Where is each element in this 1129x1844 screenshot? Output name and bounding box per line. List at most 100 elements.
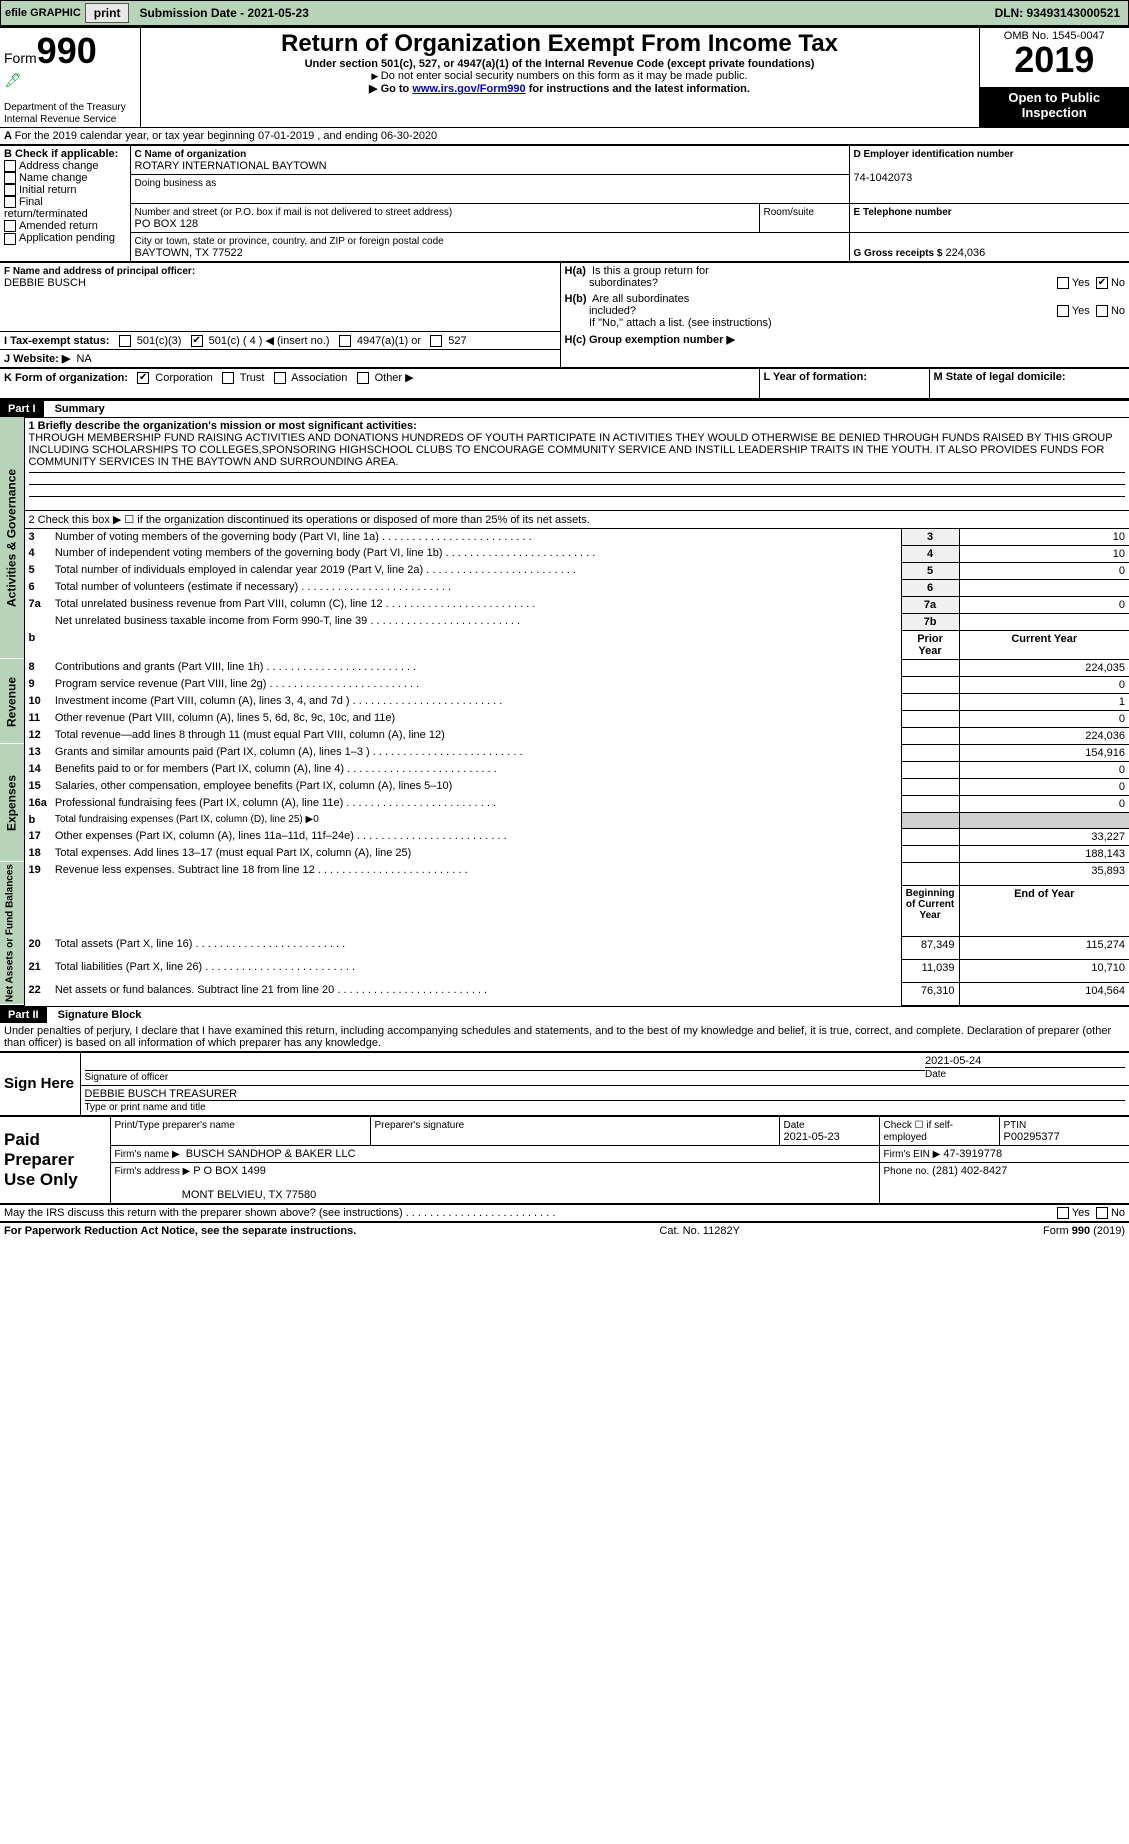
website-value: NA [76, 353, 91, 365]
ein-value: 74-1042073 [854, 172, 913, 184]
chk-4947[interactable] [339, 335, 351, 347]
col-end: End of Year [959, 885, 1129, 936]
chk-other[interactable] [357, 372, 369, 384]
efile-label: efile GRAPHIC [5, 7, 81, 19]
hb-note: If "No," attach a list. (see instruction… [589, 317, 772, 329]
part-ii-title: Signature Block [50, 1009, 142, 1021]
chk-pending[interactable]: Application pending [4, 232, 115, 244]
chk-initial[interactable]: Initial return [4, 184, 76, 196]
entity-block: B Check if applicable: Address change Na… [0, 145, 1129, 262]
col-current: Current Year [959, 630, 1129, 659]
mission-label: 1 Briefly describe the organization's mi… [29, 420, 417, 432]
chk-name[interactable]: Name change [4, 172, 88, 184]
form-label: Form990 [4, 50, 97, 66]
subtitle: Under section 501(c), 527, or 4947(a)(1)… [145, 58, 975, 70]
chk-501c[interactable] [191, 335, 203, 347]
part-i-title: Summary [47, 403, 105, 415]
firm-addr: P O BOX 1499 [193, 1165, 266, 1177]
footer-right: Form 990 (2019) [1043, 1225, 1125, 1237]
col-prior: Prior Year [901, 630, 959, 659]
hb-no[interactable] [1096, 305, 1108, 317]
vlabel-revenue: Revenue [0, 659, 24, 744]
ein-label: D Employer identification number [854, 149, 1014, 160]
vlabel-netassets: Net Assets or Fund Balances [0, 862, 24, 1005]
org-name: ROTARY INTERNATIONAL BAYTOWN [135, 160, 327, 172]
room-label: Room/suite [764, 207, 815, 218]
city-value: BAYTOWN, TX 77522 [135, 247, 243, 259]
part-i: Part I Summary Activities & Governance 1… [0, 399, 1129, 1006]
year-formation-label: L Year of formation: [764, 371, 868, 383]
dept-label: Department of the Treasury Internal Reve… [4, 102, 126, 125]
hc-label: H(c) Group exemption number ▶ [565, 334, 735, 346]
self-employed-check[interactable]: Check ☐ if self-employed [884, 1120, 954, 1143]
submission-date: Submission Date - 2021-05-23 [133, 6, 314, 20]
firm-name: BUSCH SANDHOP & BAKER LLC [186, 1148, 356, 1160]
page-footer: For Paperwork Reduction Act Notice, see … [0, 1221, 1129, 1239]
open-public-badge: Open to Public Inspection [979, 88, 1129, 128]
irs-link[interactable]: www.irs.gov/Form990 [412, 83, 525, 95]
klm-block: K Form of organization: Corporation Trus… [0, 368, 1129, 399]
dba-label: Doing business as [135, 178, 217, 189]
discuss-yes[interactable] [1057, 1207, 1069, 1219]
firm-phone: (281) 402-8427 [932, 1165, 1007, 1177]
form-org-label: K Form of organization: [4, 372, 128, 384]
dln-label: DLN: 93493143000521 [995, 6, 1124, 20]
chk-assoc[interactable] [274, 372, 286, 384]
preparer-date: 2021-05-23 [784, 1131, 840, 1143]
part-i-header: Part I [0, 401, 44, 417]
ha-no[interactable] [1096, 277, 1108, 289]
part-ii-header: Part II [0, 1007, 47, 1023]
chk-527[interactable] [430, 335, 442, 347]
discuss-no[interactable] [1096, 1207, 1108, 1219]
officer-name: DEBBIE BUSCH [4, 277, 86, 289]
hb-yes[interactable] [1057, 305, 1069, 317]
row-label: Number of voting members of the governin… [51, 528, 901, 545]
org-name-label: C Name of organization [135, 149, 247, 160]
line2-discontinued: 2 Check this box ▶ ☐ if the organization… [24, 510, 1129, 528]
addr-label: Number and street (or P.O. box if mail i… [135, 207, 453, 218]
paid-preparer-label: Paid Preparer Use Only [0, 1116, 110, 1203]
addr-value: PO BOX 128 [135, 218, 199, 230]
discuss-row: May the IRS discuss this return with the… [0, 1204, 1129, 1221]
gross-label: G Gross receipts $ [854, 248, 943, 259]
chk-amended[interactable]: Amended return [4, 220, 98, 232]
vlabel-activities: Activities & Governance [0, 417, 24, 659]
form-header: Form990 🖋 Department of the Treasury Int… [0, 26, 1129, 128]
vlabel-expenses: Expenses [0, 744, 24, 862]
row-val: 10 [959, 528, 1129, 545]
mission-text: THROUGH MEMBERSHIP FUND RAISING ACTIVITI… [29, 432, 1113, 468]
section-a: A For the 2019 calendar year, or tax yea… [0, 128, 1129, 145]
chk-address[interactable]: Address change [4, 160, 99, 172]
section-b-label: B Check if applicable: [4, 148, 118, 160]
firm-city: MONT BELVIEU, TX 77580 [182, 1189, 317, 1201]
ha-yes[interactable] [1057, 277, 1069, 289]
page-title: Return of Organization Exempt From Incom… [145, 30, 975, 58]
signature-block: Sign Here Signature of officer 2021-05-2… [0, 1052, 1129, 1116]
tax-year: 2019 [984, 42, 1126, 78]
website-label: J Website: ▶ [4, 353, 70, 365]
feather-icon: 🖋 [4, 72, 22, 89]
note-goto: ▶ Go to www.irs.gov/Form990 for instruct… [145, 82, 975, 95]
sign-here-label: Sign Here [0, 1052, 80, 1115]
col-begin: Beginning of Current Year [901, 885, 959, 936]
chk-final[interactable]: Final return/terminated [4, 196, 88, 220]
row-num: 3 [24, 528, 51, 545]
tax-status-label: I Tax-exempt status: [4, 335, 110, 347]
officer-block: F Name and address of principal officer:… [0, 262, 1129, 368]
chk-corp[interactable] [137, 372, 149, 384]
officer-label: F Name and address of principal officer: [4, 266, 195, 277]
sig-officer-label: Signature of officer [85, 1072, 169, 1083]
domicile-label: M State of legal domicile: [934, 371, 1066, 383]
declaration-text: Under penalties of perjury, I declare th… [0, 1023, 1129, 1052]
sig-date: 2021-05-24 [925, 1055, 1125, 1068]
preparer-block: Paid Preparer Use Only Print/Type prepar… [0, 1116, 1129, 1204]
officer-printed-name: DEBBIE BUSCH TREASURER [85, 1088, 1126, 1101]
chk-501c3[interactable] [119, 335, 131, 347]
chk-trust[interactable] [222, 372, 234, 384]
footer-left: For Paperwork Reduction Act Notice, see … [4, 1225, 356, 1237]
gross-value: 224,036 [946, 247, 986, 259]
top-toolbar: efile GRAPHIC print Submission Date - 20… [0, 0, 1129, 26]
footer-mid: Cat. No. 11282Y [659, 1225, 740, 1237]
print-button[interactable]: print [85, 3, 130, 23]
phone-label: E Telephone number [854, 207, 952, 218]
